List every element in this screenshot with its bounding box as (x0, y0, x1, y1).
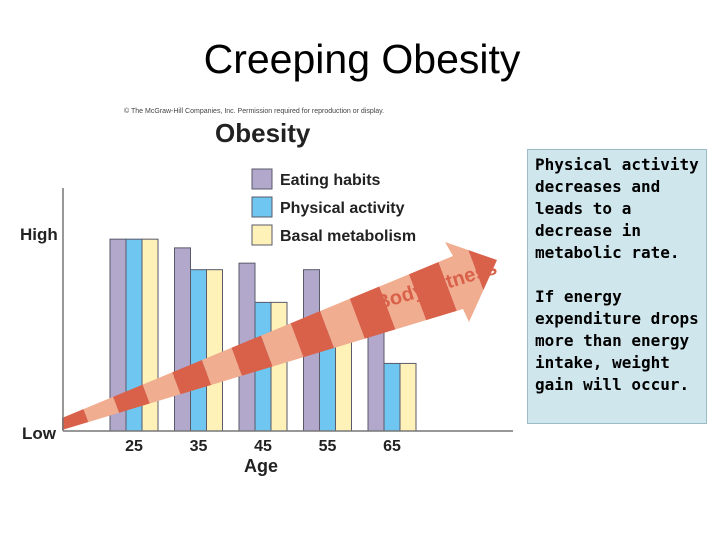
copyright-notice: © The McGraw-Hill Companies, Inc. Permis… (124, 107, 384, 115)
bar-basal-metabolism-65 (399, 362, 417, 432)
legend: Eating habits Physical activity Basal meta… (251, 168, 416, 246)
arrow-stripe (446, 242, 497, 342)
y-tick-high: High (20, 225, 58, 244)
slide-title: Creeping Obesity (203, 36, 521, 82)
legend-swatch-eating-habits (251, 168, 273, 190)
legend-label-physical-activity: Physical activity (280, 200, 405, 217)
x-tick-45: 45 (254, 438, 272, 455)
bar-physical-activity-65 (383, 362, 401, 432)
x-tick-labels: 25 35 45 55 65 (125, 438, 401, 455)
x-axis-label: Age (244, 456, 278, 476)
notes-box: Physical activity decreases and leads to… (527, 149, 707, 424)
arrow-stripe (62, 337, 114, 430)
x-tick-25: 25 (125, 438, 143, 455)
bar-basal-metabolism-45 (270, 301, 288, 432)
bar-basal-metabolism-35 (206, 269, 223, 432)
y-tick-low: Low (22, 424, 57, 443)
legend-label-basal-metabolism: Basal metabolism (280, 228, 416, 245)
legend-swatch-physical-activity (251, 196, 273, 218)
x-tick-55: 55 (319, 438, 337, 455)
bar-eating-habits-35 (174, 247, 191, 432)
legend-label-eating-habits: Eating habits (280, 172, 381, 189)
legend-swatch-basal-metabolism (251, 224, 273, 246)
body-fatness-arrow (62, 242, 497, 430)
x-tick-35: 35 (190, 438, 208, 455)
note-2: If energy expenditure drops more than en… (535, 287, 699, 394)
note-1: Physical activity decreases and leads to… (535, 155, 699, 262)
bar-physical-activity-35 (190, 269, 207, 432)
chart-title: Obesity (215, 118, 311, 148)
x-tick-65: 65 (383, 438, 401, 455)
